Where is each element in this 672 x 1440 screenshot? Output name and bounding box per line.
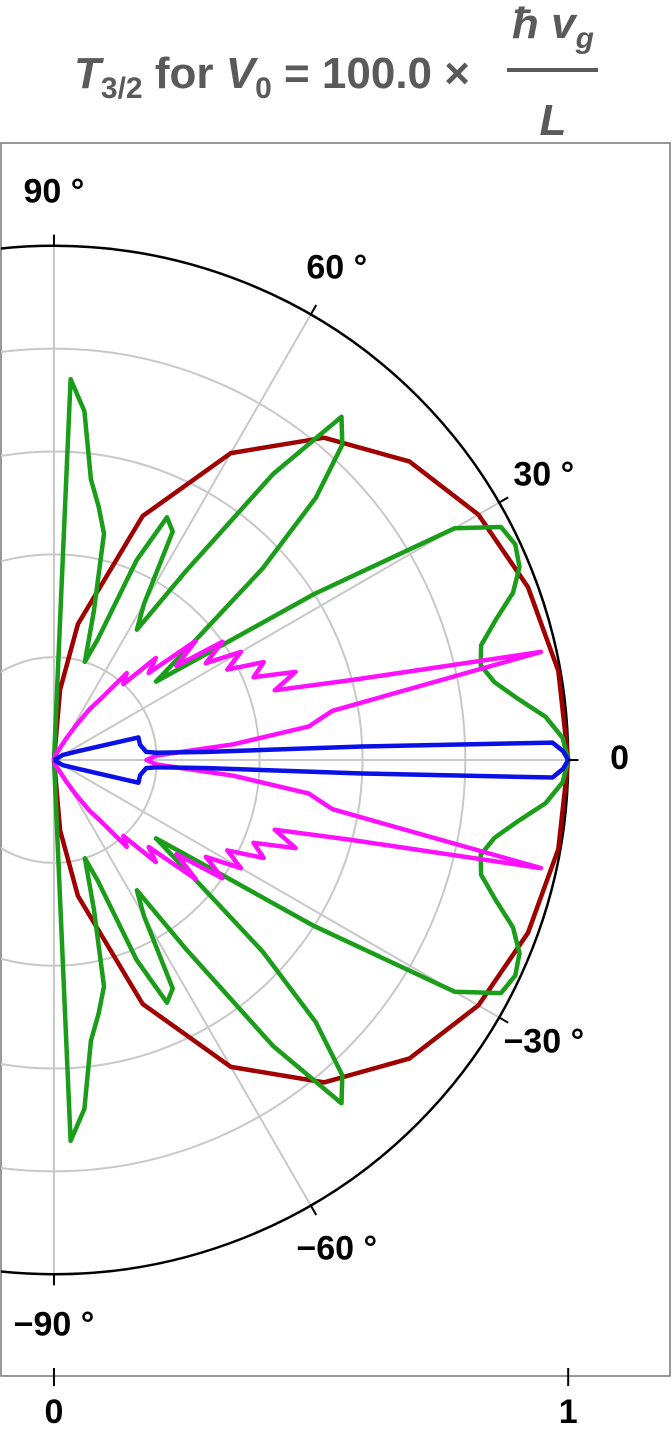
title-part: = 100.0 × [272,49,470,98]
title-part: 3/2 [101,72,143,105]
theta-tick-label: 90 ° [24,172,85,210]
grid-spoke [53,501,500,761]
theta-tick-label: 0 [610,739,629,777]
x-tick-label: 1 [559,1393,578,1431]
title-part: V [226,49,259,98]
theta-tick-label: −90 ° [14,1306,95,1344]
title-denominator: L [540,96,567,145]
theta-tick [310,1205,318,1216]
title-part: 0 [255,72,272,105]
theta-tick-label: −60 ° [296,1230,377,1268]
theta-tick [498,1016,509,1024]
series-curve [51,638,544,882]
title-part: g [575,22,594,55]
x-tick-label: 0 [45,1393,64,1431]
theta-tick [310,304,318,315]
theta-tick-label: −30 ° [503,1022,584,1060]
title-part: for [143,49,226,98]
title-numerator: ħ vg [512,0,594,55]
plot-area [1,244,571,1276]
theta-tick-label: 60 ° [306,248,367,286]
title-part: ħ v [512,0,578,48]
frame [0,142,671,1377]
grid-spoke [53,313,312,761]
grid-spoke [53,759,500,1019]
title-part: T [74,49,104,98]
chart-title: T3/2 for V0 = 100.0 × [74,49,470,105]
theta-tick [498,496,509,504]
theta-tick-label: 30 ° [513,456,574,494]
grid-spoke [53,759,312,1207]
